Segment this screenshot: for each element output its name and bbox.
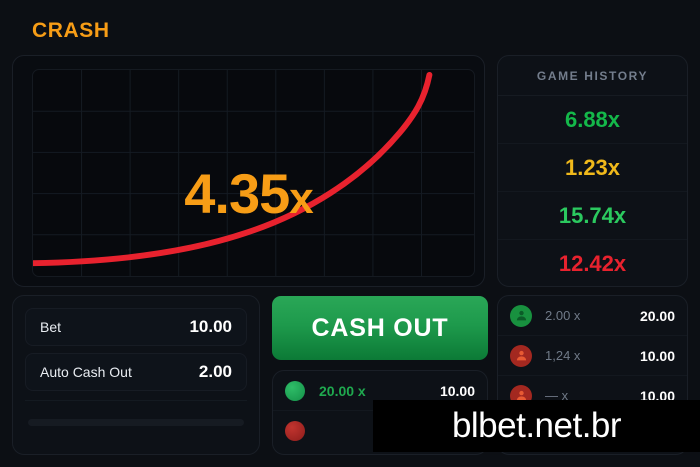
history-row[interactable]: 1.23x: [498, 144, 687, 192]
player-amount: 10.00: [639, 387, 675, 404]
status-dot-red-icon: [285, 421, 305, 441]
current-multiplier: 4.35x: [13, 166, 484, 222]
history-value: 1.23x: [564, 154, 621, 180]
game-history-title: GAME HISTORY: [498, 56, 687, 96]
player-row[interactable]: 1,24 x 10.00: [498, 336, 687, 376]
history-row[interactable]: 15.74x: [498, 192, 687, 240]
auto-cashout-value: 2.00: [198, 362, 232, 381]
bet-amount-value: 10.00: [189, 317, 232, 336]
player-multiplier: 1,24 x: [545, 348, 581, 363]
player-amount: 20.00: [639, 307, 675, 324]
bet-amount-field[interactable]: Bet 10.00: [25, 308, 247, 346]
user-icon: [510, 344, 532, 367]
multiplier-value: 4.35: [184, 162, 290, 225]
history-value: 6.88x: [564, 106, 621, 132]
crash-chart-panel: 4.35x: [12, 55, 485, 287]
watermark-text: blbet.net.br: [451, 406, 622, 445]
cash-out-button[interactable]: CASH OUT: [272, 296, 488, 360]
game-history-panel: GAME HISTORY 6.88x 1.23x 15.74x 12.42x: [497, 55, 688, 287]
player-multiplier: — x: [545, 388, 569, 403]
history-value: 12.42x: [558, 251, 627, 276]
bet-controls-panel: Bet 10.00 Auto Cash Out 2.00: [12, 295, 260, 455]
multiplier-suffix: x: [289, 174, 314, 223]
player-row[interactable]: 2.00 x 20.00: [498, 296, 687, 336]
history-value: 15.74x: [558, 202, 627, 228]
bet-amount-label: Bet: [40, 319, 62, 335]
status-dot-green-icon: [285, 380, 305, 401]
my-bet-multiplier: 20.00 x: [319, 382, 366, 399]
history-row[interactable]: 6.88x: [498, 96, 687, 144]
chart-plot-area: [32, 69, 475, 277]
loading-placeholder-bar: [28, 419, 244, 426]
history-row[interactable]: 12.42x: [498, 240, 687, 286]
user-icon: [510, 304, 532, 327]
player-amount: 10.00: [639, 347, 675, 364]
player-multiplier: 2.00 x: [545, 308, 581, 323]
chart-gridlines: [33, 70, 474, 276]
page-title: CRASH: [32, 19, 110, 42]
crash-curve: [33, 71, 433, 267]
my-bet-row[interactable]: [273, 411, 487, 451]
auto-cashout-label: Auto Cash Out: [40, 364, 132, 380]
auto-cashout-field[interactable]: Auto Cash Out 2.00: [25, 353, 247, 391]
site-watermark: blbet.net.br: [373, 400, 700, 452]
my-bet-amount: 10.00: [439, 382, 475, 399]
bet-panel-divider: [25, 400, 247, 401]
